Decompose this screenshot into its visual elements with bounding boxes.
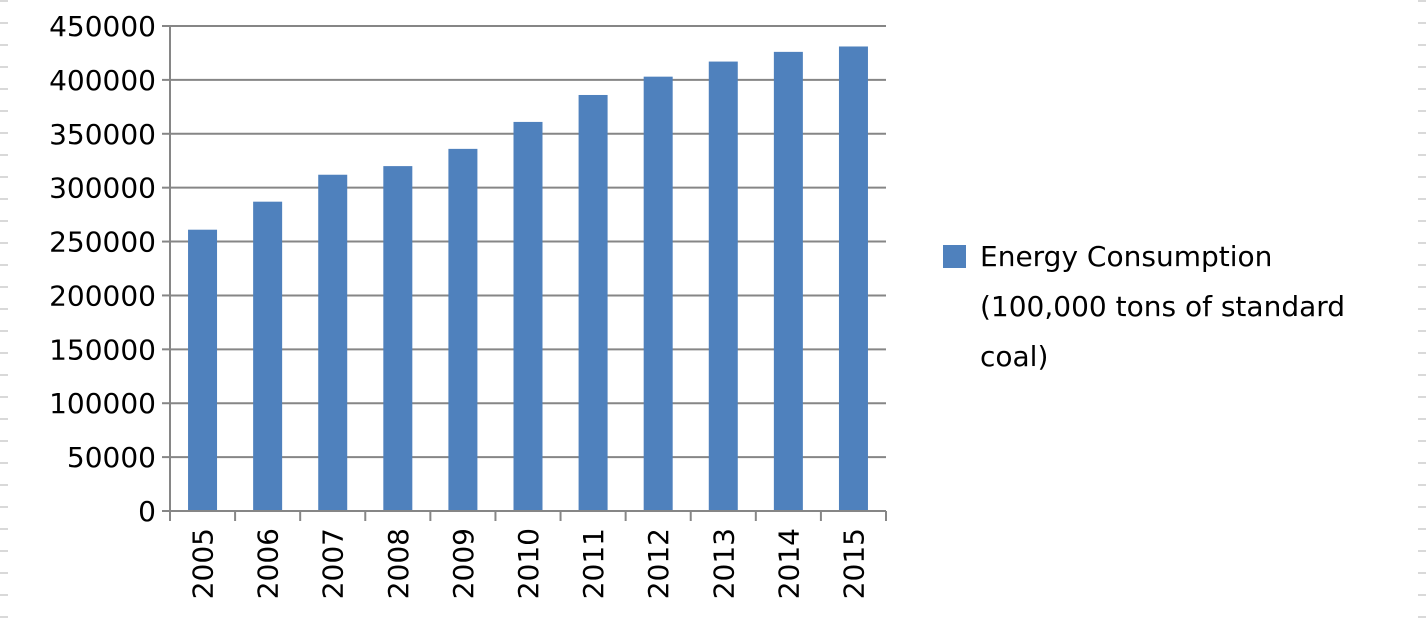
bar-2008 <box>383 166 413 511</box>
y-tick-label: 450000 <box>49 10 156 43</box>
x-tick-label: 2005 <box>187 528 220 599</box>
y-tick-label: 250000 <box>49 226 156 259</box>
y-tick-label: 150000 <box>49 333 156 366</box>
x-tick-label: 2010 <box>512 528 545 599</box>
bar-2009 <box>448 148 478 511</box>
bar-2010 <box>513 121 543 511</box>
legend-label-line-2: (100,000 tons of standard <box>980 290 1345 323</box>
x-tick-label: 2015 <box>837 528 870 599</box>
x-tick-label: 2011 <box>577 528 610 599</box>
y-tick-label: 400000 <box>49 64 156 97</box>
bar-2014 <box>773 51 803 511</box>
x-tick-label: 2014 <box>772 528 805 599</box>
x-tick-label: 2007 <box>317 528 350 599</box>
axes <box>162 25 887 521</box>
y-tick-label: 300000 <box>49 172 156 205</box>
left-edge-marks <box>0 0 8 618</box>
bars <box>188 46 868 512</box>
y-tick-label: 0 <box>138 495 156 528</box>
y-tick-labels: 0 50000 100000 150000 200000 250000 300000 3500… <box>49 10 156 528</box>
right-edge-marks <box>1418 0 1426 618</box>
y-tick-label: 100000 <box>49 387 156 420</box>
y-tick-label: 200000 <box>49 279 156 312</box>
x-tick-labels: 2005 2006 2007 2008 2009 2010 2011 2012 2013 2014… <box>187 528 871 599</box>
bar-2005 <box>188 229 218 511</box>
x-tick-label: 2013 <box>707 528 740 599</box>
legend-label-line-1: Energy Consumption <box>980 240 1272 273</box>
x-tick-label: 2009 <box>447 528 480 599</box>
legend: Energy Consumption (100,000 tons of stan… <box>943 240 1345 373</box>
bar-2012 <box>643 76 673 512</box>
x-tick-label: 2006 <box>252 528 285 599</box>
legend-label-line-3: coal) <box>980 340 1048 373</box>
bar-2011 <box>578 94 608 511</box>
bar-2006 <box>253 201 283 511</box>
bar-2013 <box>708 61 738 512</box>
legend-swatch <box>943 245 966 268</box>
x-tick-label: 2008 <box>382 528 415 599</box>
bar-2015 <box>838 46 868 511</box>
y-tick-label: 50000 <box>67 441 156 474</box>
bar-2007 <box>318 174 348 511</box>
y-tick-label: 350000 <box>49 118 156 151</box>
x-tick-label: 2012 <box>642 528 675 599</box>
